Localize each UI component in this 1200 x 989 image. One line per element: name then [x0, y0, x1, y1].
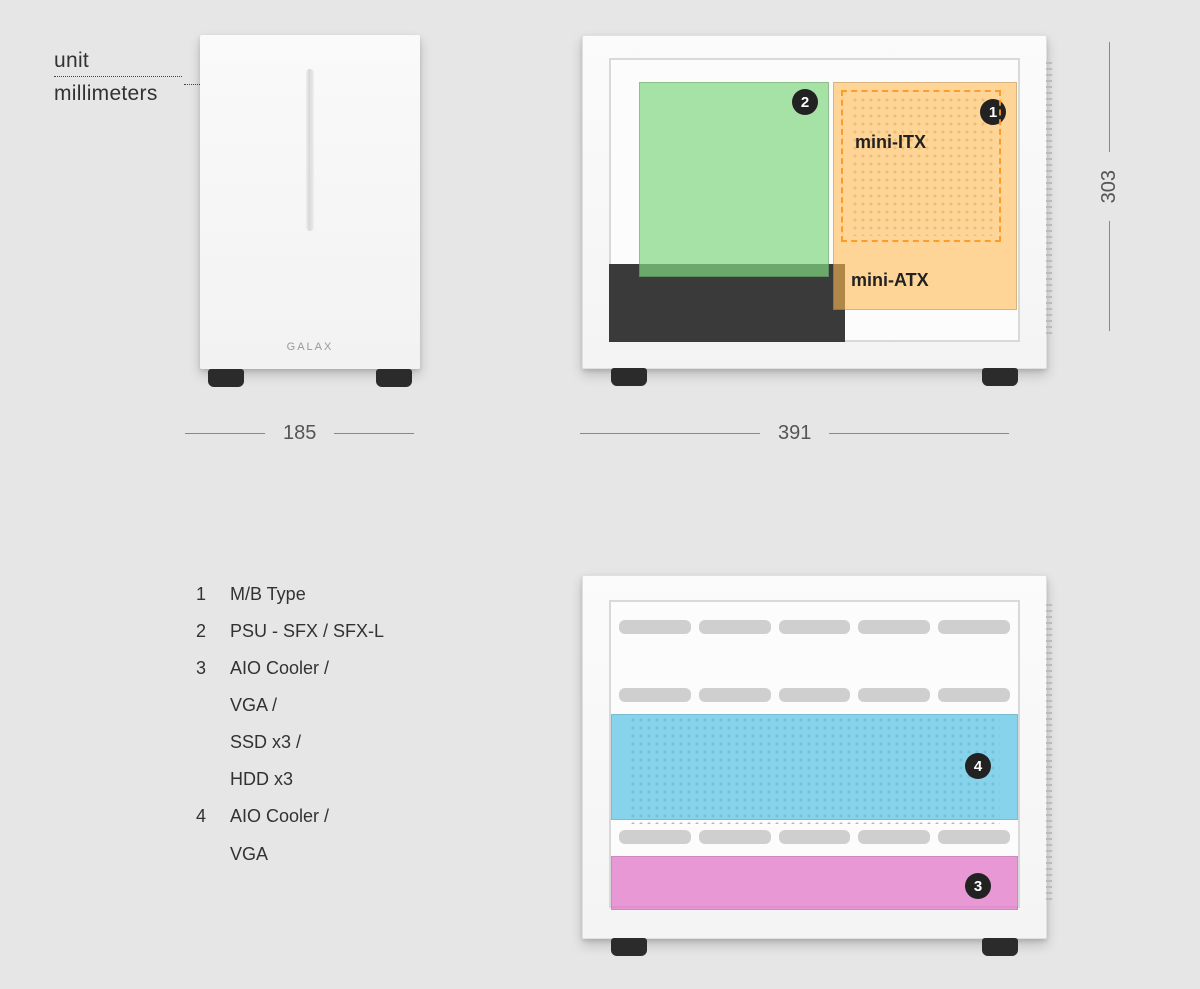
- legend-text: AIO Cooler /: [230, 650, 329, 687]
- legend-row: HDD x3: [196, 761, 384, 798]
- legend-row: 4AIO Cooler /: [196, 798, 384, 835]
- badge-3: 3: [965, 873, 991, 899]
- legend-text: SSD x3 /: [196, 724, 301, 761]
- badge-4: 4: [965, 753, 991, 779]
- overlay-region-4: 4: [611, 714, 1018, 820]
- legend-text: AIO Cooler /: [230, 798, 329, 835]
- case-foot: [982, 938, 1018, 956]
- legend-row: VGA: [196, 836, 384, 873]
- label-mini-itx: mini-ITX: [855, 132, 926, 153]
- legend-number: 1: [196, 576, 230, 613]
- legend: 1M/B Type2PSU - SFX / SFX-L3AIO Cooler /…: [196, 576, 384, 873]
- legend-text: M/B Type: [230, 576, 306, 613]
- vent-strip: [1046, 602, 1052, 900]
- case-front-view: GALAX: [200, 35, 420, 369]
- legend-number: 2: [196, 613, 230, 650]
- case-foot: [376, 369, 412, 387]
- dim-value: 391: [778, 422, 811, 445]
- overlay-region-3: 3: [611, 856, 1018, 910]
- legend-number: 4: [196, 798, 230, 835]
- unit-line1: unit: [54, 48, 182, 74]
- overlay-region-1-inner: [841, 90, 1001, 242]
- label-mini-atx: mini-ATX: [851, 270, 929, 291]
- legend-row: VGA /: [196, 687, 384, 724]
- case-foot: [611, 938, 647, 956]
- front-led-slot: [306, 69, 314, 231]
- dim-value: 303: [1098, 170, 1121, 203]
- case-foot: [208, 369, 244, 387]
- vent-strip: [1046, 60, 1052, 334]
- legend-text: PSU - SFX / SFX-L: [230, 613, 384, 650]
- case-foot: [982, 368, 1018, 386]
- dim-value: 185: [283, 422, 316, 445]
- legend-row: 2PSU - SFX / SFX-L: [196, 613, 384, 650]
- dimension-width-front: 185: [185, 422, 435, 445]
- overlay-region-2: 2: [639, 82, 829, 277]
- case-foot: [611, 368, 647, 386]
- legend-number: 3: [196, 650, 230, 687]
- unit-label: unit millimeters: [54, 48, 182, 108]
- legend-text: HDD x3: [196, 761, 293, 798]
- brand-logo: GALAX: [287, 341, 334, 353]
- unit-line2: millimeters: [54, 81, 182, 107]
- badge-2: 2: [792, 89, 818, 115]
- unit-divider: [54, 76, 182, 77]
- case-side-view-b: 4 3: [582, 575, 1047, 939]
- legend-row: 3AIO Cooler /: [196, 650, 384, 687]
- legend-row: SSD x3 /: [196, 724, 384, 761]
- legend-row: 1M/B Type: [196, 576, 384, 613]
- legend-text: VGA /: [196, 687, 277, 724]
- dimension-width-side: 391: [580, 422, 1050, 445]
- dimension-height-side: 303: [1098, 42, 1121, 362]
- case-side-view-a: 2 1 mini-ITX mini-ATX: [582, 35, 1047, 369]
- legend-text: VGA: [196, 836, 268, 873]
